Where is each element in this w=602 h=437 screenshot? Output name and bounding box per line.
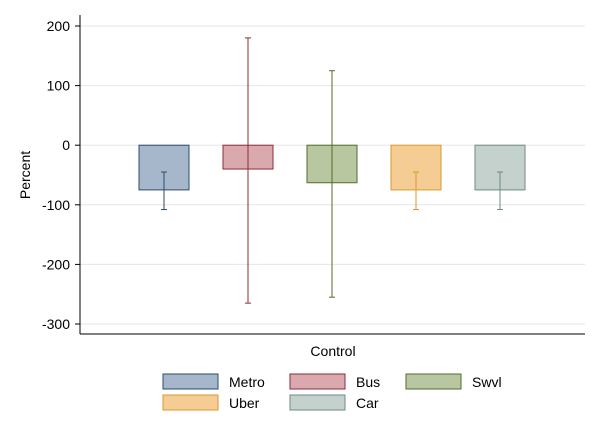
legend-swatch-bus	[289, 373, 346, 390]
legend-swatch-car	[289, 394, 346, 411]
y-tick-label: -100	[42, 197, 70, 213]
legend-label-uber: Uber	[229, 395, 260, 411]
legend-label-metro: Metro	[229, 374, 265, 390]
axes	[79, 15, 585, 335]
y-tick-label: -300	[42, 316, 70, 332]
y-tick-label: 200	[47, 18, 71, 34]
legend-swatch-metro	[162, 373, 219, 390]
y-tick-label: -200	[42, 256, 70, 272]
y-axis-title: Percent	[17, 151, 33, 199]
legend-swatch-swvl	[405, 373, 462, 390]
y-ticks: 200 100 0 -100 -200 -300	[42, 18, 80, 332]
bars	[138, 144, 526, 191]
legend-label-swvl: Swvl	[472, 374, 502, 390]
legend: Metro Bus Swvl Uber Car	[162, 373, 502, 411]
legend-swatch-uber	[162, 394, 219, 411]
error-bars	[161, 37, 503, 304]
legend-label-car: Car	[356, 395, 379, 411]
y-tick-label: 100	[47, 78, 71, 94]
y-tick-label: 0	[62, 137, 70, 153]
x-category-label: Control	[310, 343, 355, 359]
legend-label-bus: Bus	[356, 374, 380, 390]
